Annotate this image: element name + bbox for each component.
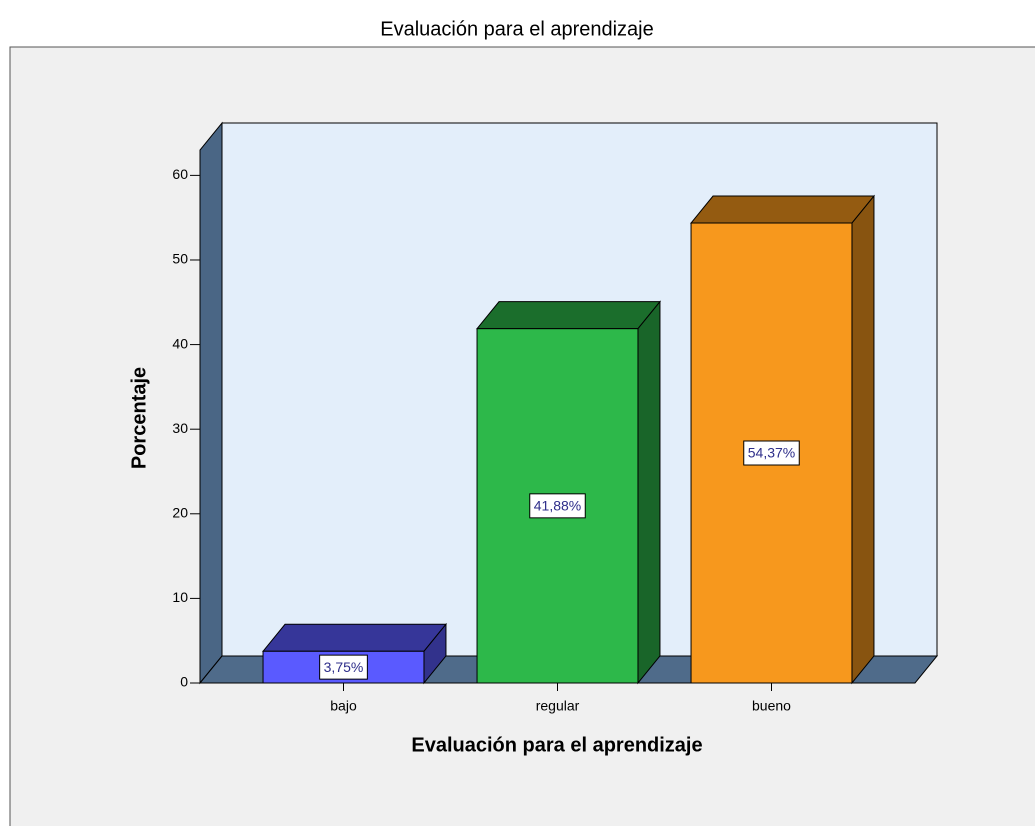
bar-top — [689, 195, 876, 224]
value-label-box — [319, 654, 368, 680]
value-label: 3,75% — [324, 659, 364, 675]
value-label: 41,88% — [534, 498, 581, 514]
x-axis-label: Evaluación para el aprendizaje — [411, 734, 702, 756]
y-tick-label: 30 — [172, 420, 188, 436]
bar-side — [637, 300, 661, 685]
y-tick-label: 20 — [172, 504, 188, 520]
y-tick-label: 40 — [172, 335, 188, 351]
bar-top — [261, 623, 448, 652]
bar-side — [851, 194, 875, 685]
side-wall — [199, 121, 223, 685]
x-tick-label: regular — [536, 698, 580, 714]
y-axis-label: Porcentaje — [128, 367, 150, 469]
y-tick-label: 0 — [180, 674, 188, 690]
bar-top — [475, 301, 662, 330]
x-tick-label: bueno — [752, 698, 791, 714]
x-tick-label: bajo — [330, 698, 357, 714]
y-tick-label: 10 — [172, 589, 188, 605]
value-label-box — [743, 440, 800, 466]
value-label: 54,37% — [748, 445, 795, 461]
value-label-box — [529, 493, 586, 519]
y-tick-label: 50 — [172, 251, 188, 267]
y-tick-label: 60 — [172, 166, 188, 182]
chart-title: Evaluación para el aprendizaje — [380, 18, 654, 40]
